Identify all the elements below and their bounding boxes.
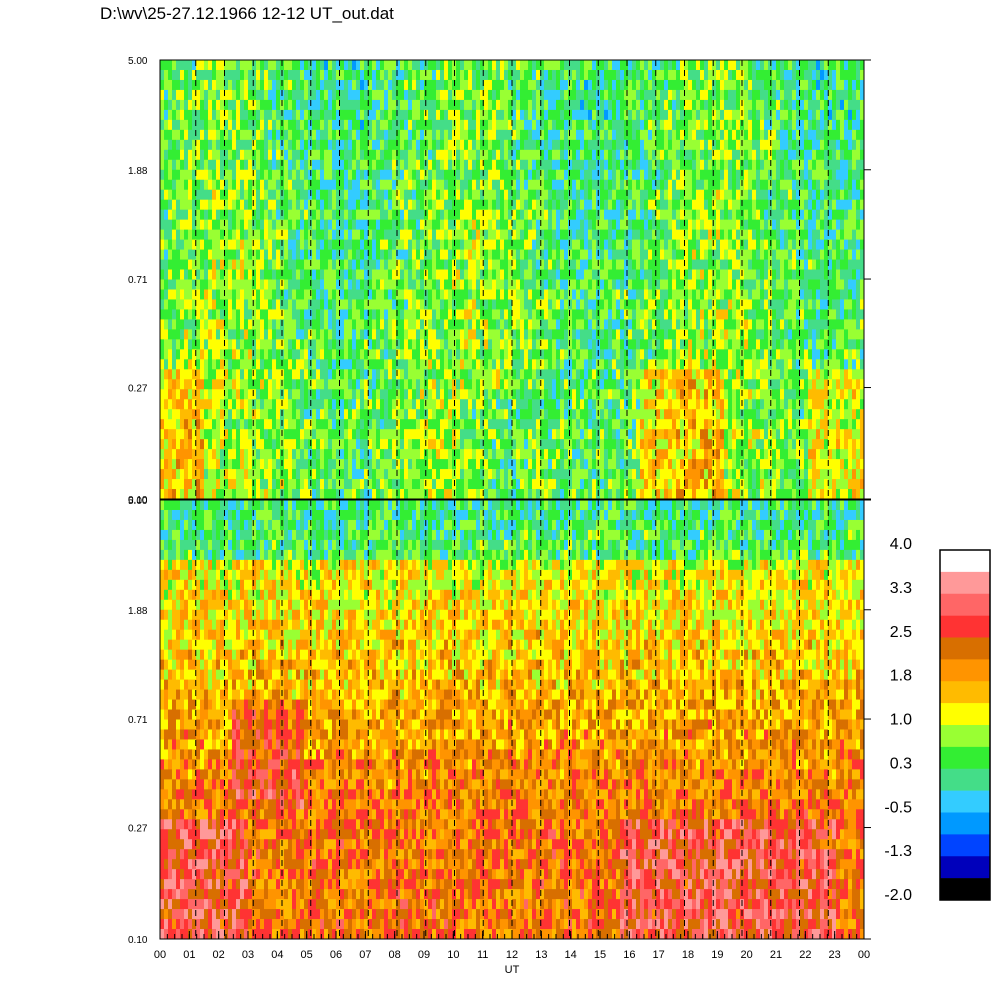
y-tick-label: 0.27 bbox=[128, 384, 148, 395]
x-axis-label: UT bbox=[505, 964, 520, 976]
colorbar-swatch bbox=[940, 703, 990, 726]
colorbar-label: -0.5 bbox=[884, 799, 912, 816]
x-tick-label: 00 bbox=[858, 949, 870, 961]
y-tick-label: 1.88 bbox=[128, 606, 148, 617]
x-tick-label: 04 bbox=[271, 949, 283, 961]
colorbar-swatch bbox=[940, 790, 990, 813]
y-tick-label: 0.71 bbox=[128, 715, 148, 726]
colorbar-label: -1.3 bbox=[884, 843, 912, 860]
y-tick-label: 0.71 bbox=[128, 275, 148, 286]
colorbar-label: 0.3 bbox=[890, 755, 912, 772]
x-tick-label: 02 bbox=[213, 949, 225, 961]
x-tick-label: 01 bbox=[183, 949, 195, 961]
colorbar-swatch bbox=[940, 725, 990, 748]
colorbar-label: 1.0 bbox=[890, 712, 912, 729]
colorbar-swatch bbox=[940, 681, 990, 704]
colorbar-swatch bbox=[940, 878, 990, 901]
x-tick-label: 16 bbox=[623, 949, 635, 961]
y-tick-label: 0.10 bbox=[128, 935, 148, 946]
x-tick-label: 07 bbox=[359, 949, 371, 961]
colorbar-label: 4.0 bbox=[890, 536, 912, 553]
colorbar-label: 2.5 bbox=[890, 624, 912, 641]
colorbar-label: 3.3 bbox=[890, 580, 912, 597]
x-tick-label: 08 bbox=[389, 949, 401, 961]
colorbar-swatch bbox=[940, 593, 990, 616]
x-tick-label: 00 bbox=[154, 949, 166, 961]
x-tick-label: 12 bbox=[506, 949, 518, 961]
x-tick-label: 23 bbox=[829, 949, 841, 961]
x-tick-label: 19 bbox=[711, 949, 723, 961]
x-tick-label: 10 bbox=[447, 949, 459, 961]
colorbar-swatch bbox=[940, 550, 990, 573]
colorbar-swatch bbox=[940, 768, 990, 791]
colorbar-swatch bbox=[940, 834, 990, 857]
colorbar-swatch bbox=[940, 615, 990, 638]
colorbar-label: 1.8 bbox=[890, 668, 912, 685]
x-tick-label: 13 bbox=[535, 949, 547, 961]
colorbar-frame bbox=[939, 549, 991, 901]
colorbar-swatch bbox=[940, 637, 990, 660]
x-tick-label: 20 bbox=[741, 949, 753, 961]
axes: 5.001.880.710.270.105.001.880.710.270.10… bbox=[128, 56, 871, 976]
colorbar-swatch bbox=[940, 812, 990, 835]
x-tick-label: 15 bbox=[594, 949, 606, 961]
y-tick-label: 0.27 bbox=[128, 824, 148, 835]
colorbar: 4.0 3.3 2.5 1.8 1.0 0.3 -0.5 -1.3 -2.0 bbox=[884, 536, 991, 904]
colorbar-label: -2.0 bbox=[884, 887, 912, 904]
bottom-panel bbox=[160, 500, 865, 940]
y-tick-label: 5.00 bbox=[128, 56, 148, 67]
colorbar-swatch bbox=[940, 571, 990, 595]
y-tick-label: 5.00 bbox=[128, 496, 148, 507]
colorbar-swatch bbox=[940, 659, 990, 682]
x-tick-label: 05 bbox=[301, 949, 313, 961]
y-tick-label: 0.10 bbox=[128, 495, 148, 506]
y-tick-label: 1.88 bbox=[128, 166, 148, 177]
x-tick-label: 09 bbox=[418, 949, 430, 961]
x-tick-label: 14 bbox=[565, 949, 577, 961]
x-tick-label: 21 bbox=[770, 949, 782, 961]
chart-title: D:\wv\25-27.12.1966 12-12 UT_out.dat bbox=[100, 4, 394, 23]
x-tick-label: 18 bbox=[682, 949, 694, 961]
x-tick-label: 17 bbox=[653, 949, 665, 961]
colorbar-swatch bbox=[940, 856, 990, 879]
colorbar-swatch bbox=[940, 746, 990, 770]
x-tick-label: 11 bbox=[477, 949, 488, 961]
x-tick-label: 22 bbox=[799, 949, 811, 961]
x-tick-label: 06 bbox=[330, 949, 342, 961]
x-tick-label: 03 bbox=[242, 949, 254, 961]
